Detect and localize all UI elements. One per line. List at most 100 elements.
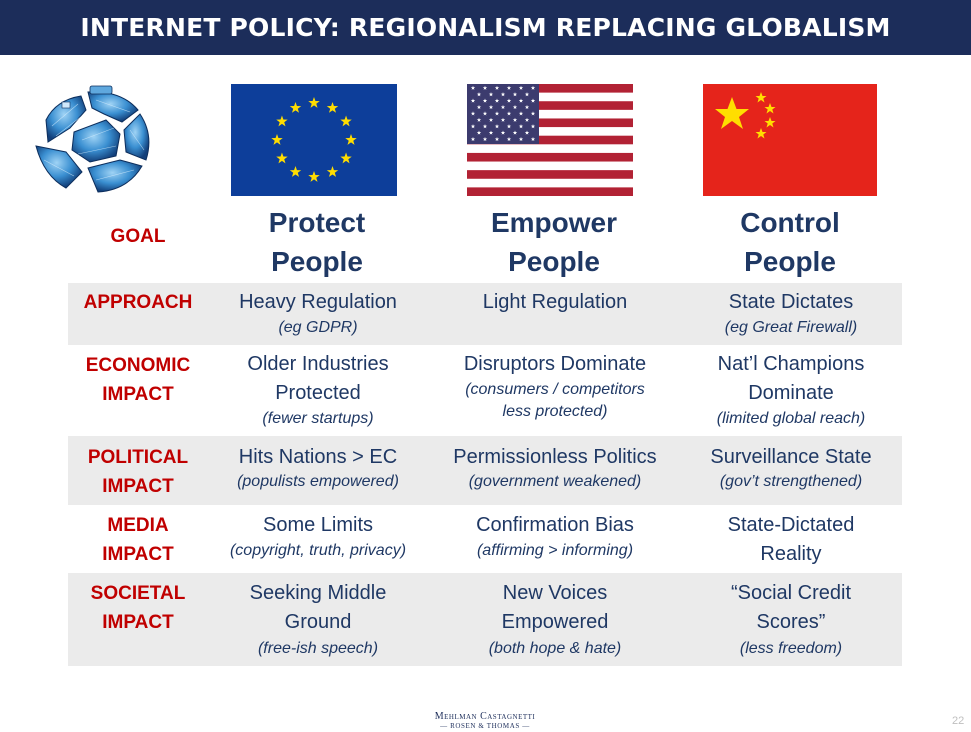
table-row: POLITICAL IMPACT Hits Nations > EC (populis…	[68, 436, 902, 505]
cell-main-line: Dominate	[748, 382, 834, 404]
row-label: ECONOMIC IMPACT	[68, 351, 208, 409]
goal-cn-line-2: People	[744, 246, 836, 277]
firm-logo: Mehlman Castagnetti — Rosen & Thomas —	[400, 711, 570, 730]
row-label-line: IMPACT	[102, 476, 174, 497]
goal-eu-line-2: People	[271, 246, 363, 277]
row-label: SOCIETAL IMPACT	[68, 579, 208, 637]
cell-note-line: (limited global reach)	[716, 410, 866, 427]
row-label-line: MEDIA	[107, 515, 169, 536]
row-label-line: SOCIETAL	[90, 583, 186, 604]
cell-main-line: Heavy Regulation	[239, 291, 397, 313]
cell-eu-note: (fewer startups)	[200, 408, 436, 430]
goal-cn-line-1: Control	[740, 207, 840, 238]
cell-note-line: (eg Great Firewall)	[724, 319, 858, 336]
cell-cn-note: (limited global reach)	[673, 408, 909, 430]
row-label-line: IMPACT	[102, 612, 174, 633]
table-row: SOCIETAL IMPACT Seeking Middle Ground (free-…	[68, 573, 902, 666]
table-row: ECONOMIC IMPACT Older Industries Protected (…	[68, 345, 902, 436]
firm-name-line-2-text: Rosen & Thomas	[450, 722, 520, 730]
cell-main-line: Empowered	[501, 611, 609, 633]
cell-main-line: Nat’l Champions	[717, 353, 865, 375]
cell-main-line: Older Industries	[247, 353, 389, 375]
cell-eu-note: (free-ish speech)	[200, 638, 436, 660]
row-label: APPROACH	[68, 288, 208, 317]
row-label-line: IMPACT	[102, 384, 174, 405]
cell-cn-note: (eg Great Firewall)	[673, 317, 909, 339]
cell-note-line: (copyright, truth, privacy)	[229, 542, 407, 559]
goal-us: Empower People	[436, 203, 672, 281]
row-label-line: APPROACH	[83, 292, 193, 313]
cell-main-line: Ground	[284, 611, 352, 633]
row-label-line: IMPACT	[102, 544, 174, 565]
goal-cn: Control People	[672, 203, 908, 281]
cell-us-note: (government weakened)	[437, 471, 673, 493]
cell-main-line: Surveillance State	[710, 446, 872, 468]
cell-main-line: Light Regulation	[482, 291, 628, 313]
cell-cn-note: (less freedom)	[673, 638, 909, 660]
firm-name-line-1: Mehlman Castagnetti	[434, 711, 536, 722]
cell-us-main: Light Regulation	[437, 288, 673, 317]
cell-main-line: State Dictates	[728, 291, 854, 313]
cell-cn-note: (gov’t strengthened)	[673, 471, 909, 493]
cell-note-line: (affirming > informing)	[476, 542, 634, 559]
eu-flag-icon	[231, 84, 397, 196]
cell-eu-main: Heavy Regulation	[200, 288, 436, 317]
cell-note-line: (government weakened)	[468, 473, 642, 490]
cell-eu-note: (eg GDPR)	[200, 317, 436, 339]
china-flag-icon	[703, 84, 877, 196]
cell-main-line: Confirmation Bias	[476, 514, 634, 536]
cell-note-line: (fewer startups)	[262, 410, 374, 427]
cell-eu-main: Hits Nations > EC	[200, 443, 436, 472]
row-label: POLITICAL IMPACT	[68, 443, 208, 501]
title-bar	[0, 0, 971, 55]
cell-cn-main: State Dictates	[673, 288, 909, 317]
cell-note-line: (eg GDPR)	[278, 319, 358, 336]
page-number: 22	[952, 715, 965, 727]
cell-us-main: Confirmation Bias	[437, 511, 673, 540]
slide-title: INTERNET POLICY: REGIONALISM REPLACING G…	[80, 13, 891, 42]
us-flag-icon	[467, 84, 633, 196]
cell-main-line: Scores”	[756, 611, 826, 633]
cell-note-line: (populists empowered)	[237, 473, 399, 490]
cell-us-note: (consumers / competitors less protected)	[437, 379, 673, 423]
goal-eu-line-1: Protect	[268, 207, 366, 238]
row-label-line: ECONOMIC	[85, 355, 191, 376]
cell-main-line: Seeking Middle	[249, 582, 387, 604]
cell-main-line: State-Dictated	[727, 514, 855, 536]
cell-main-line: Hits Nations > EC	[238, 446, 398, 468]
goal-label: GOAL	[110, 226, 166, 247]
cell-eu-note: (populists empowered)	[200, 471, 436, 493]
cell-eu-main: Seeking Middle Ground	[200, 579, 436, 637]
cell-cn-main: Nat’l Champions Dominate	[673, 350, 909, 408]
cell-us-note: (both hope & hate)	[437, 638, 673, 660]
goal-us-line-2: People	[508, 246, 600, 277]
cell-eu-note: (copyright, truth, privacy)	[200, 540, 436, 562]
cell-main-line: Disruptors Dominate	[463, 353, 647, 375]
goal-us-line-1: Empower	[490, 207, 618, 238]
cell-us-note: (affirming > informing)	[437, 540, 673, 562]
goal-eu: Protect People	[199, 203, 435, 281]
cell-main-line: Protected	[275, 382, 361, 404]
cell-note-line: (gov’t strengthened)	[719, 473, 863, 490]
cell-us-main: Permissionless Politics	[437, 443, 673, 472]
cell-eu-main: Some Limits	[200, 511, 436, 540]
row-label-line: POLITICAL	[87, 447, 189, 468]
cell-cn-main: Surveillance State	[673, 443, 909, 472]
cell-note-line: (consumers / competitors	[465, 381, 645, 398]
cell-note-line: (both hope & hate)	[488, 640, 622, 657]
cell-eu-main: Older Industries Protected	[200, 350, 436, 408]
cell-us-main: Disruptors Dominate	[437, 350, 673, 379]
firm-name-line-2: — Rosen & Thomas —	[440, 722, 530, 730]
cell-main-line: New Voices	[502, 582, 608, 604]
cell-note-line: (free-ish speech)	[257, 640, 379, 657]
row-label: MEDIA IMPACT	[68, 511, 208, 569]
cell-cn-main: State-Dictated Reality	[673, 511, 909, 569]
cell-main-line: “Social Credit	[730, 582, 852, 604]
cell-note-line: (less freedom)	[739, 640, 843, 657]
cell-main-line: Reality	[760, 543, 822, 565]
cell-main-line: Permissionless Politics	[453, 446, 657, 468]
cracked-globe-icon	[35, 85, 150, 193]
table-row: APPROACH Heavy Regulation (eg GDPR) Light R…	[68, 283, 902, 345]
table-row: MEDIA IMPACT Some Limits (copyright, truth,…	[68, 505, 902, 573]
cell-cn-main: “Social Credit Scores”	[673, 579, 909, 637]
